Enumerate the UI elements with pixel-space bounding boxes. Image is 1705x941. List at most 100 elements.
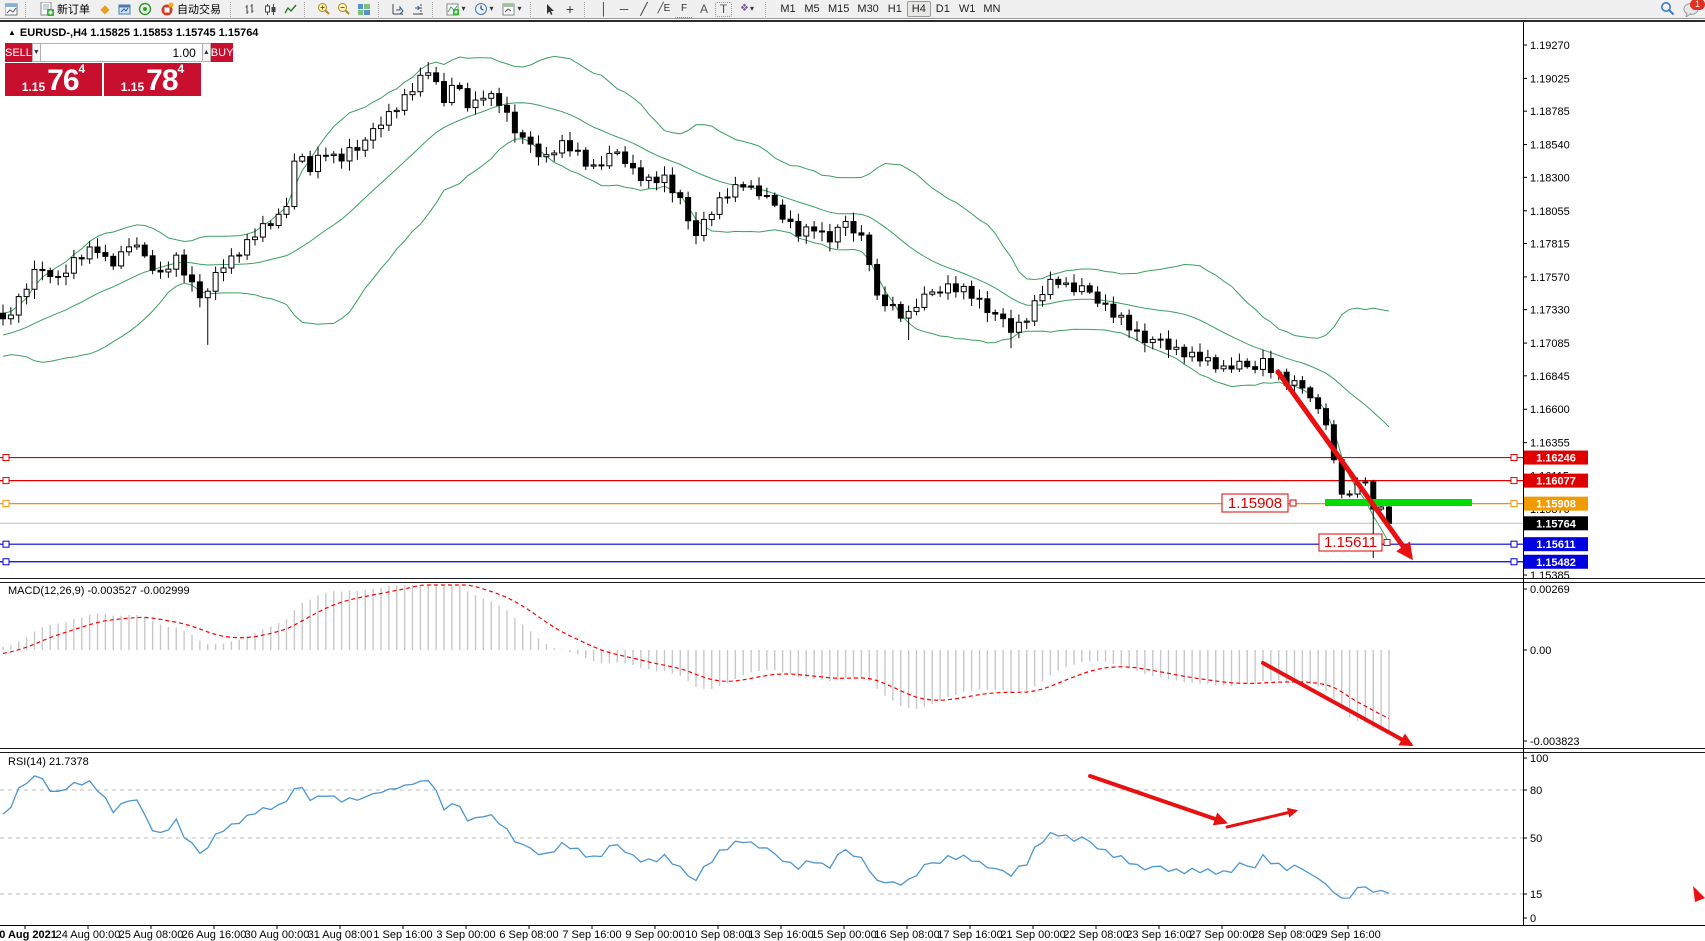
new-order-button[interactable]: 新订单: [36, 1, 94, 17]
toolbar-separator: [25, 1, 31, 17]
candlestick-glyph: [264, 3, 275, 15]
periods-button[interactable]: ▾: [471, 1, 497, 17]
buy-price-sup: 4: [177, 62, 185, 76]
tile-windows-glyph: [358, 3, 370, 15]
timeframe-d1[interactable]: D1: [931, 1, 955, 17]
eraser-icon[interactable]: ◆: [100, 2, 110, 16]
volume-increase-button[interactable]: ▲: [201, 43, 211, 62]
buy-price-big: 78: [146, 64, 178, 97]
svg-text:1.16246: 1.16246: [1536, 453, 1576, 465]
market-watch-icon[interactable]: [116, 1, 134, 17]
volume-input[interactable]: [40, 43, 202, 62]
buy-price-button[interactable]: 1.15 78 4: [104, 63, 201, 96]
toolbar-right-group: 1: [1660, 0, 1705, 19]
sell-button[interactable]: SELL: [5, 43, 32, 62]
svg-text:1.16077: 1.16077: [1536, 476, 1576, 488]
rsi-trend-arrow-2[interactable]: [1225, 807, 1298, 829]
svg-text:1.16845: 1.16845: [1530, 371, 1570, 383]
auto-scroll-icon[interactable]: [389, 1, 407, 17]
autotrade-button[interactable]: 自动交易: [156, 1, 225, 17]
crosshair-tool-icon[interactable]: +: [565, 1, 575, 17]
price-annotations[interactable]: 1.15908 1.15611: [1221, 493, 1391, 552]
svg-text:16 Sep 08:00: 16 Sep 08:00: [874, 929, 939, 941]
svg-text:1 Sep 16:00: 1 Sep 16:00: [373, 929, 432, 941]
sell-price-button[interactable]: 1.15 76 4: [5, 63, 102, 96]
horizontal-line-tool-icon[interactable]: ─: [619, 2, 629, 16]
trendline-tool-icon[interactable]: ╱: [640, 2, 648, 16]
clock-icon: [475, 3, 488, 15]
main-trend-arrow[interactable]: [1275, 369, 1413, 561]
macd-label: MACD(12,26,9) -0.003527 -0.002999: [8, 585, 190, 597]
collapse-triangle-icon[interactable]: ▲: [8, 28, 16, 37]
zoom-out-icon[interactable]: [335, 1, 353, 17]
svg-text:15 Sep 00:00: 15 Sep 00:00: [811, 929, 876, 941]
tile-windows-icon[interactable]: [355, 1, 373, 17]
cursor-tool-icon[interactable]: [541, 1, 559, 17]
chart-window-icon[interactable]: [2, 1, 20, 17]
timeframe-h4[interactable]: H4: [906, 1, 931, 17]
svg-text:0: 0: [1530, 913, 1536, 925]
svg-text:1.15385: 1.15385: [1530, 570, 1570, 582]
shapes-tool-button[interactable]: ❖ ▾: [734, 1, 760, 17]
indicators-button[interactable]: ▾: [443, 1, 469, 17]
macd-panel: 0.00269 0.00 -0.003823: [2, 584, 1580, 748]
chart-shift-icon[interactable]: [409, 1, 427, 17]
price-lines[interactable]: [0, 454, 1523, 566]
sell-price-prefix: 1.15: [21, 80, 46, 94]
timeframe-m1[interactable]: M1: [776, 1, 800, 17]
one-click-trading-panel: SELL ▼ ▲ BUY 1.15 76 4 1.15 78 4: [5, 43, 234, 96]
timeframe-m15[interactable]: M15: [824, 1, 853, 17]
notifications-icon[interactable]: 1: [1683, 0, 1705, 19]
svg-text:21 Sep 00:00: 21 Sep 00:00: [1000, 929, 1065, 941]
rsi-trend-arrow-1[interactable]: [1088, 774, 1228, 826]
macd-trend-arrow[interactable]: [1261, 661, 1414, 746]
price-tags: 1.16246 1.16077 1.15908 1.15611 1.15482 1.157…: [1524, 450, 1588, 569]
new-order-icon: [40, 2, 54, 16]
cursor-glyph: [547, 3, 554, 15]
text-tool-icon[interactable]: A: [699, 2, 708, 16]
svg-text:28 Sep 08:00: 28 Sep 08:00: [1252, 929, 1317, 941]
timeframe-mn[interactable]: MN: [979, 1, 1004, 17]
volume-decrease-button[interactable]: ▼: [31, 43, 41, 62]
svg-text:1.17085: 1.17085: [1530, 338, 1570, 350]
toolbar-separator: [378, 1, 384, 17]
timeframe-m5[interactable]: M5: [800, 1, 824, 17]
svg-text:25 Aug 08:00: 25 Aug 08:00: [119, 929, 184, 941]
timeframe-m30[interactable]: M30: [853, 1, 882, 17]
svg-text:0.00: 0.00: [1530, 645, 1551, 657]
svg-text:3 Sep 00:00: 3 Sep 00:00: [436, 929, 495, 941]
svg-text:29 Sep 16:00: 29 Sep 16:00: [1315, 929, 1380, 941]
buy-button[interactable]: BUY: [210, 43, 234, 62]
svg-text:1.15611: 1.15611: [1324, 534, 1377, 551]
svg-text:27 Sep 00:00: 27 Sep 00:00: [1189, 929, 1254, 941]
caret-down-icon: ▾: [461, 4, 466, 13]
template-icon: [502, 3, 515, 15]
fibonacci-tool-icon[interactable]: F: [675, 1, 693, 18]
signals-icon[interactable]: [136, 1, 154, 17]
svg-text:7 Sep 16:00: 7 Sep 16:00: [562, 929, 621, 941]
svg-text:1.18055: 1.18055: [1530, 206, 1570, 218]
vertical-line-tool-icon[interactable]: │: [600, 2, 608, 16]
text-label-tool-icon[interactable]: T: [715, 1, 732, 17]
symbol-header: ▲ EURUSD-,H4 1.15825 1.15853 1.15745 1.15…: [8, 27, 258, 39]
new-order-label: 新订单: [57, 4, 90, 16]
line-chart-glyph: [283, 4, 297, 13]
autotrade-icon: [161, 2, 174, 16]
zoom-in-icon[interactable]: [315, 1, 333, 17]
bar-chart-icon[interactable]: [241, 1, 259, 17]
timeframe-w1[interactable]: W1: [955, 1, 980, 17]
timeframe-h1[interactable]: H1: [883, 1, 907, 17]
chart-window-border: [0, 20, 1705, 22]
candlestick-chart-icon[interactable]: [261, 1, 279, 17]
templates-button[interactable]: ▾: [499, 1, 525, 17]
green-highlight-zone[interactable]: [1325, 499, 1472, 506]
svg-text:1.19025: 1.19025: [1530, 73, 1570, 85]
svg-text:1.15764: 1.15764: [1536, 518, 1577, 530]
svg-text:1.19270: 1.19270: [1530, 40, 1570, 52]
search-icon[interactable]: [1660, 1, 1675, 19]
channel-tool-icon[interactable]: ╱E: [657, 3, 671, 14]
svg-text:22 Sep 08:00: 22 Sep 08:00: [1063, 929, 1128, 941]
line-chart-icon[interactable]: [281, 1, 299, 17]
